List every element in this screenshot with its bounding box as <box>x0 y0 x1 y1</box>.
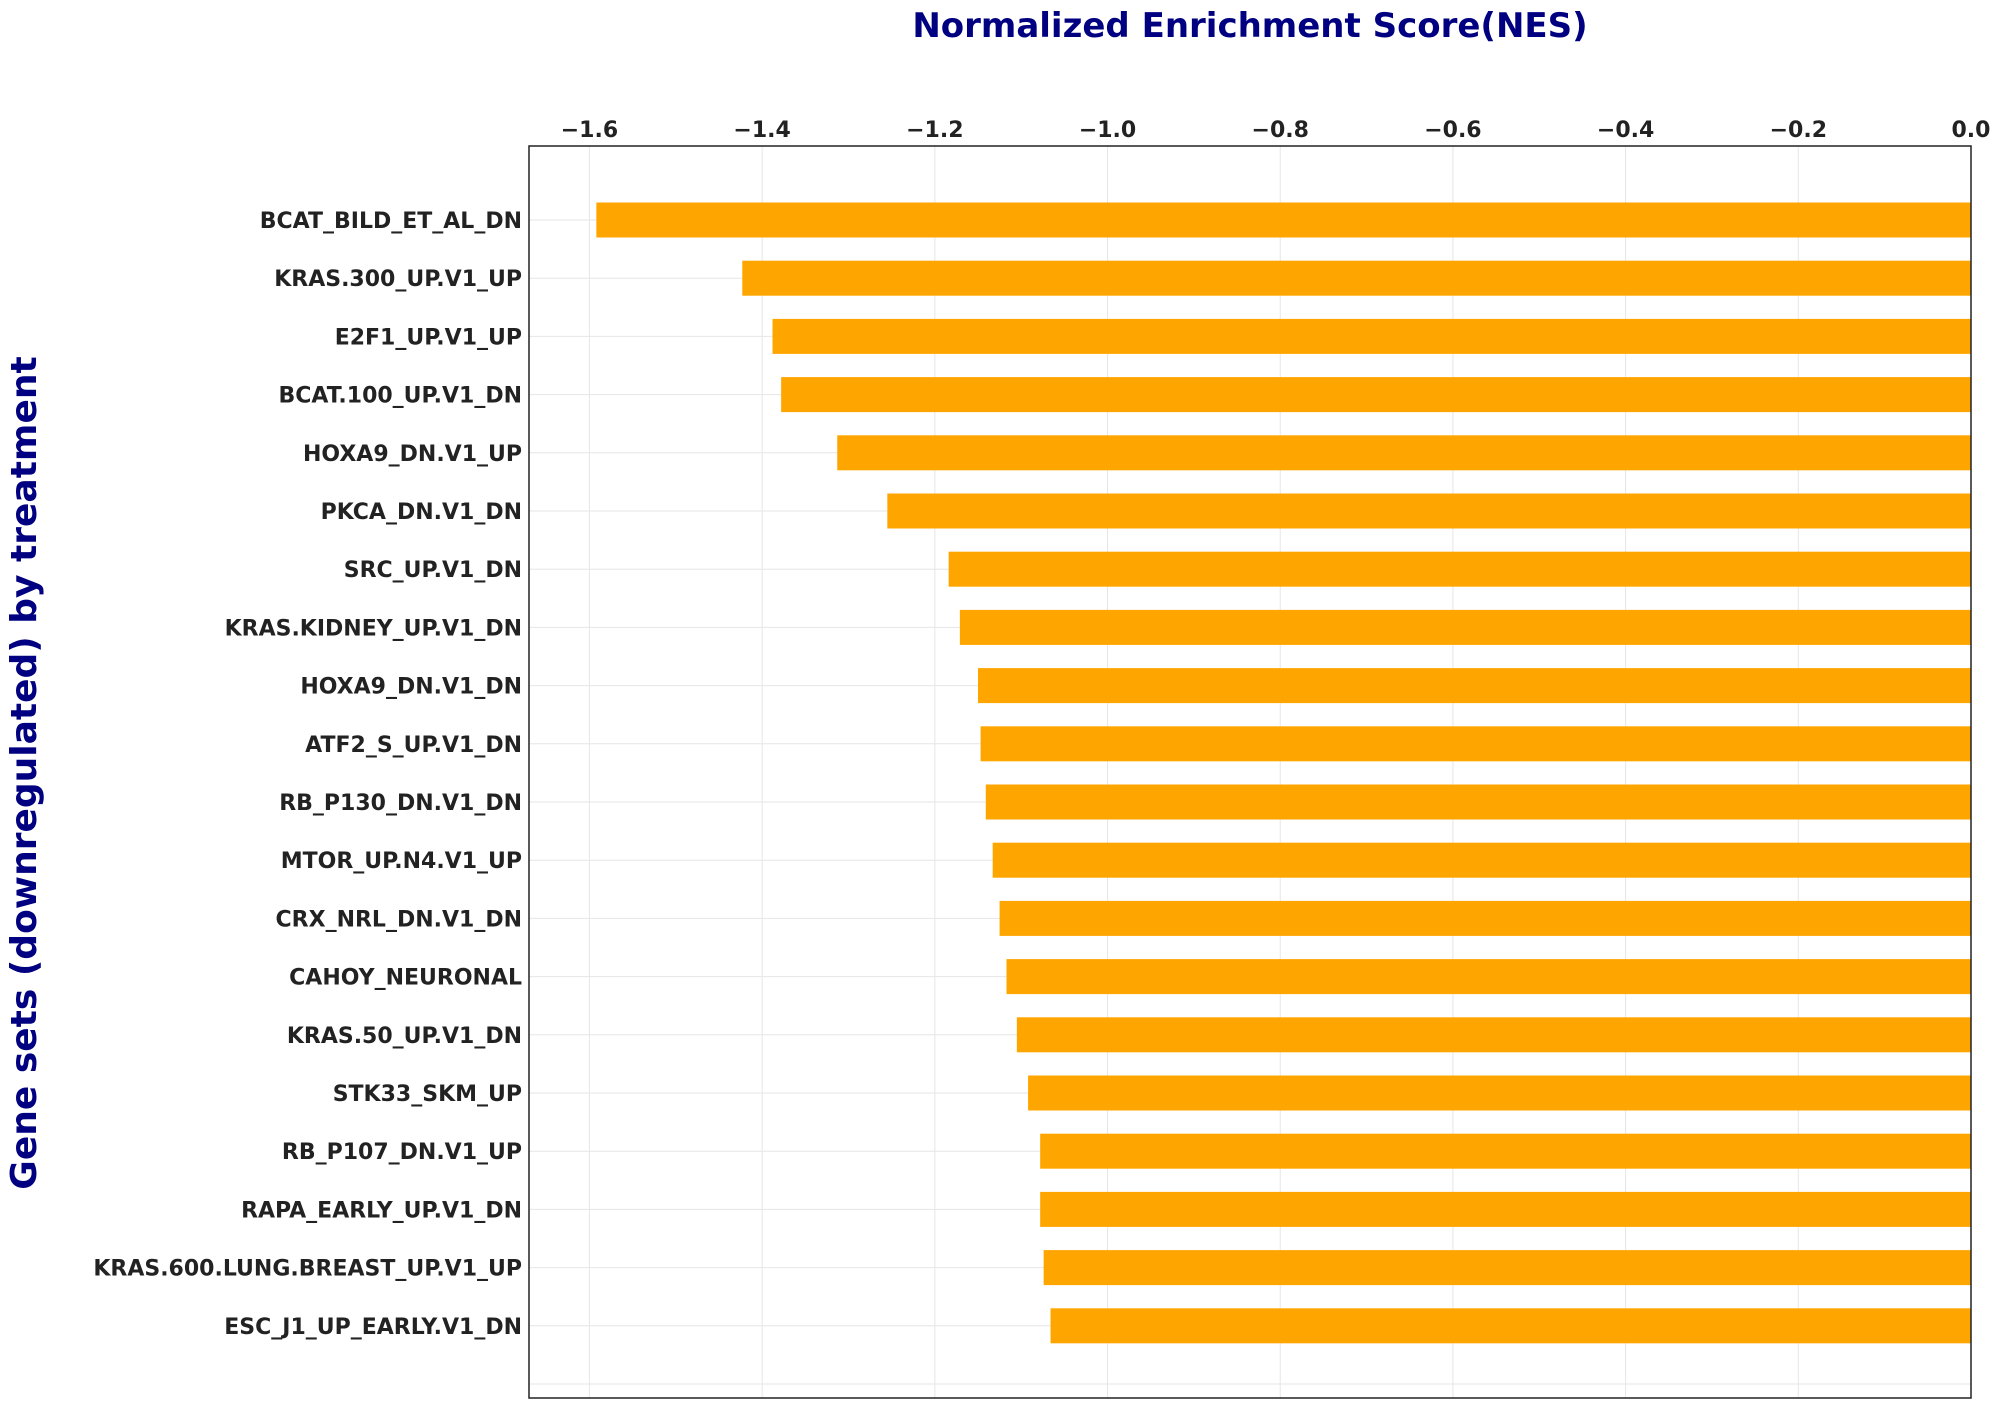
category-label: KRAS.600.LUNG.BREAST_UP.V1_UP <box>93 1257 522 1282</box>
category-label: RAPA_EARLY_UP.V1_DN <box>241 1198 522 1223</box>
bar <box>596 202 1972 238</box>
category-label: KRAS.50_UP.V1_DN <box>287 1024 522 1049</box>
bar <box>985 784 1971 820</box>
bar <box>1016 1017 1971 1053</box>
bar <box>959 609 1971 645</box>
category-label: ATF2_S_UP.V1_DN <box>305 733 522 758</box>
bar <box>1040 1191 1971 1227</box>
category-label: CRX_NRL_DN.V1_DN <box>276 907 522 932</box>
bar <box>999 900 1971 936</box>
bar <box>948 551 1971 587</box>
bar <box>1050 1308 1971 1344</box>
bar <box>781 377 1971 413</box>
category-label: STK33_SKM_UP <box>333 1082 522 1107</box>
x-tick-label: 0.0 <box>1952 118 1990 143</box>
x-tick-label: −0.4 <box>1597 118 1654 143</box>
bar <box>978 668 1971 704</box>
category-label: RB_P130_DN.V1_DN <box>279 791 522 816</box>
bar <box>742 260 1971 296</box>
category-label: KRAS.KIDNEY_UP.V1_DN <box>225 616 522 641</box>
category-label: BCAT.100_UP.V1_DN <box>279 384 523 409</box>
chart-title: Normalized Enrichment Score(NES) <box>912 6 1587 46</box>
x-tick-labels: −1.6 −1.4 −1.2 −1.0 −0.8 −0.6 −0.4 −0.2 0.0 <box>561 118 1990 143</box>
category-label: HOXA9_DN.V1_DN <box>300 675 522 700</box>
category-label: MTOR_UP.N4.V1_UP <box>281 849 522 874</box>
category-label: PKCA_DN.V1_DN <box>321 500 522 525</box>
x-tick-label: −0.8 <box>1252 118 1309 143</box>
bar <box>887 493 1971 529</box>
category-label: BCAT_BILD_ET_AL_DN <box>260 209 522 234</box>
category-label: KRAS.300_UP.V1_UP <box>274 267 522 292</box>
plot-frame <box>528 145 1972 1399</box>
category-label: CAHOY_NEURONAL <box>289 966 522 991</box>
bar <box>980 726 1971 762</box>
bar <box>772 318 1971 354</box>
x-tick-label: −1.4 <box>733 118 790 143</box>
x-tick-label: −0.2 <box>1770 118 1827 143</box>
category-label: RB_P107_DN.V1_UP <box>282 1140 522 1165</box>
category-label: ESC_J1_UP_EARLY.V1_DN <box>224 1315 522 1340</box>
bar <box>992 842 1971 878</box>
bar <box>1006 959 1971 995</box>
bars <box>596 202 1972 1344</box>
x-tick-label: −1.0 <box>1079 118 1136 143</box>
x-tick-label: −1.2 <box>906 118 963 143</box>
bar <box>1043 1250 1971 1286</box>
category-labels: BCAT_BILD_ET_AL_DN KRAS.300_UP.V1_UP E2F1_… <box>93 209 522 1340</box>
bar <box>1028 1075 1971 1111</box>
category-label: SRC_UP.V1_DN <box>344 558 522 583</box>
x-tick-label: −1.6 <box>561 118 618 143</box>
x-tick-label: −0.6 <box>1424 118 1481 143</box>
category-label: HOXA9_DN.V1_UP <box>303 442 522 467</box>
y-axis-label: Gene sets (downregulated) by treatment <box>4 356 45 1189</box>
bar <box>837 435 1971 471</box>
bar <box>1040 1133 1971 1169</box>
category-label: E2F1_UP.V1_UP <box>335 325 522 350</box>
